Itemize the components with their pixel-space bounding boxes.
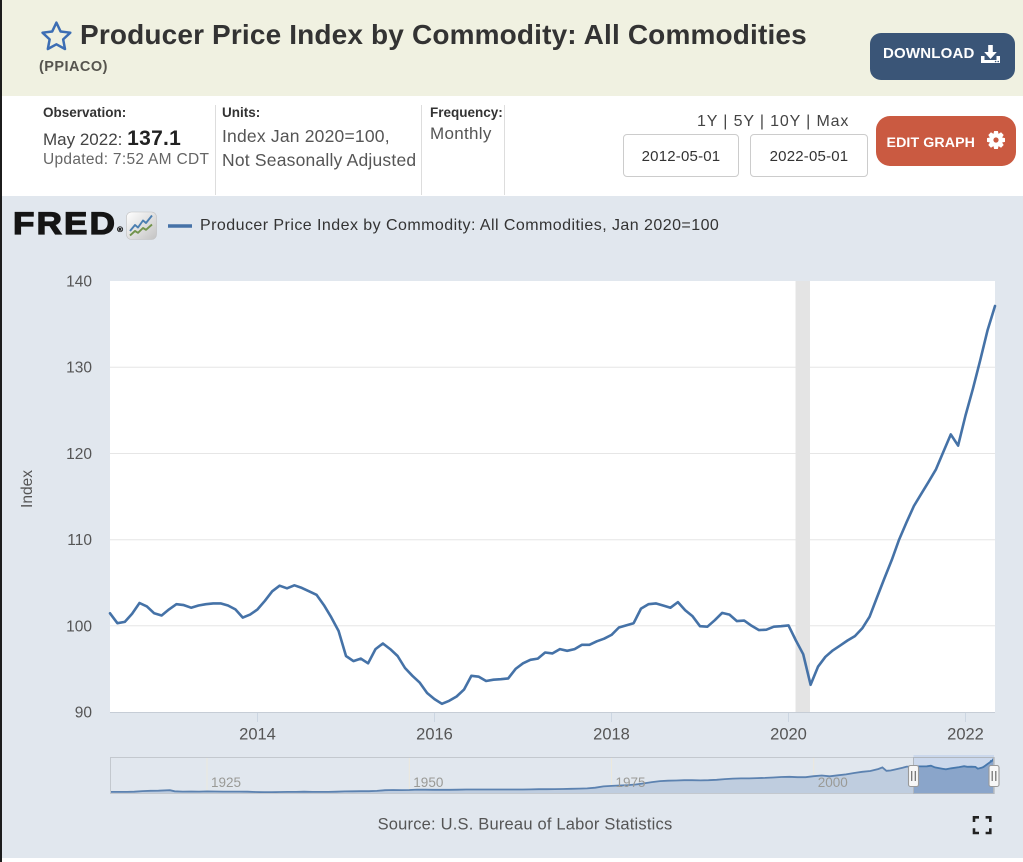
svg-text:1950: 1950 [413, 775, 443, 790]
svg-text:130: 130 [66, 360, 92, 377]
svg-text:140: 140 [66, 274, 92, 291]
svg-text:Source: U.S. Bureau of Labor S: Source: U.S. Bureau of Labor Statistics [378, 816, 673, 834]
svg-text:Index: Index [19, 470, 36, 508]
svg-text:1925: 1925 [211, 775, 241, 790]
svg-text:2018: 2018 [593, 726, 630, 744]
svg-text:1975: 1975 [616, 775, 646, 790]
svg-text:2000: 2000 [818, 775, 848, 790]
svg-text:120: 120 [66, 446, 92, 463]
svg-text:2016: 2016 [416, 726, 453, 744]
svg-text:110: 110 [67, 532, 92, 549]
svg-text:90: 90 [75, 705, 93, 722]
svg-text:100: 100 [66, 618, 92, 635]
svg-text:2020: 2020 [770, 726, 807, 744]
svg-text:2014: 2014 [239, 726, 276, 744]
svg-text:2022: 2022 [947, 726, 984, 744]
